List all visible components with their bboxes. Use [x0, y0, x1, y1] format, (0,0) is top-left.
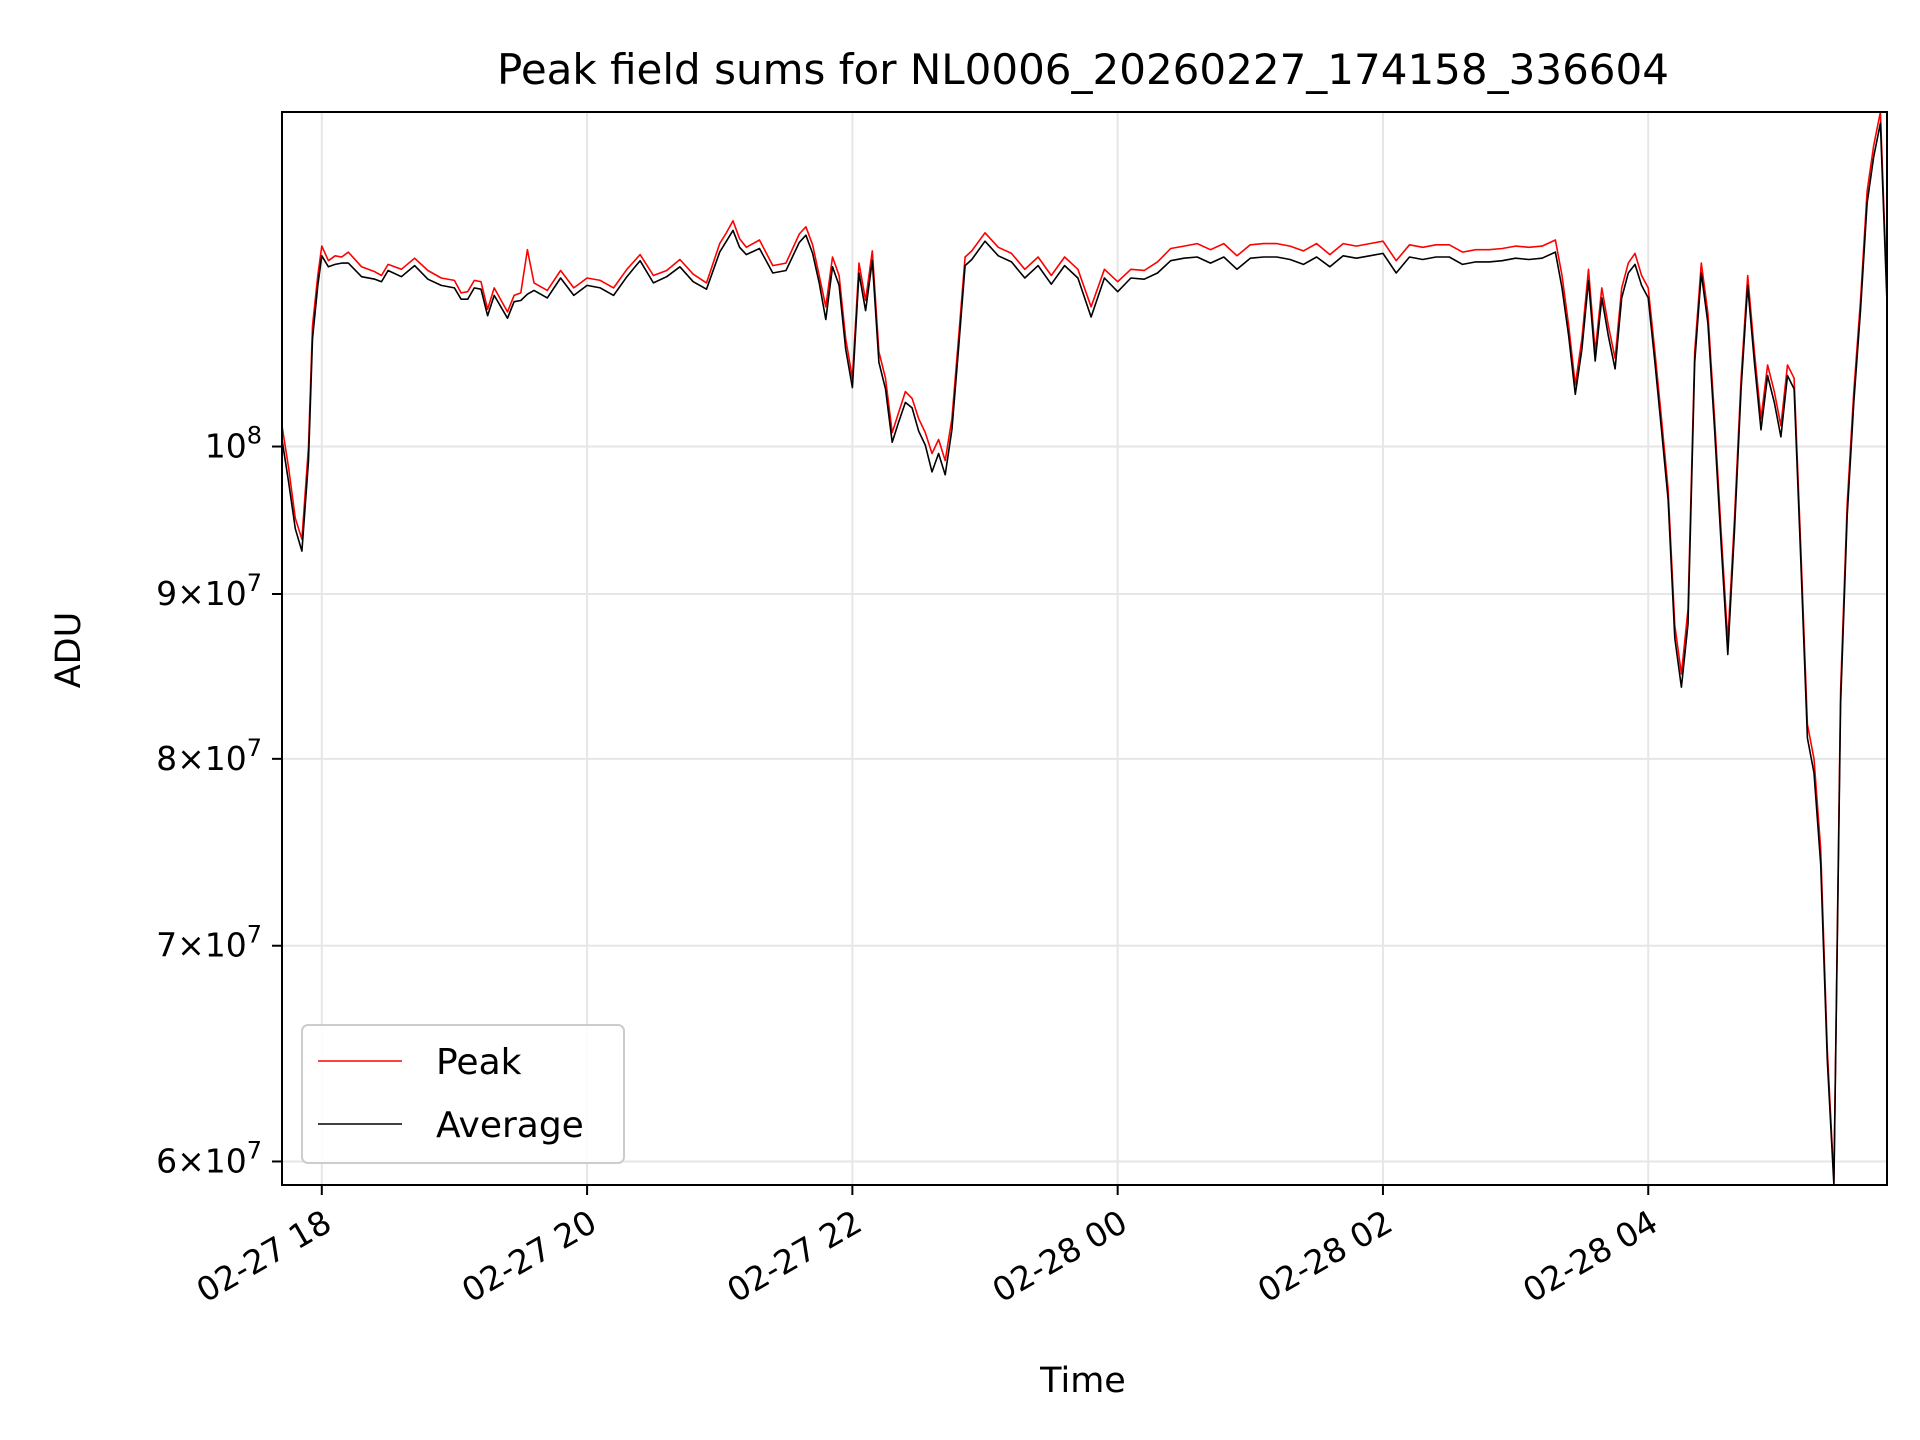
- chart-title: Peak field sums for NL0006_20260227_1741…: [497, 45, 1669, 94]
- y-tick-label: 8×107: [156, 734, 262, 778]
- series-line-average: [282, 122, 1887, 1185]
- legend-average-label: Average: [436, 1105, 584, 1146]
- y-tick-label: 6×107: [156, 1136, 262, 1180]
- grid-lines: [282, 112, 1887, 1185]
- x-axis-title: Time: [1039, 1361, 1126, 1401]
- y-tick-label: 108: [205, 422, 262, 466]
- plot-frame: [281, 111, 1888, 1186]
- y-axis-title: ADU: [49, 612, 89, 689]
- plot-series: [282, 112, 1887, 1185]
- legend-box: [301, 1024, 625, 1164]
- y-axis: 6×107 7×107 8×107 9×107 108: [156, 422, 282, 1180]
- y-tick-label: 7×107: [156, 921, 262, 965]
- y-tick-label: 9×107: [156, 569, 262, 613]
- legend: Peak Average: [301, 1024, 625, 1164]
- legend-peak-label: Peak: [436, 1042, 522, 1083]
